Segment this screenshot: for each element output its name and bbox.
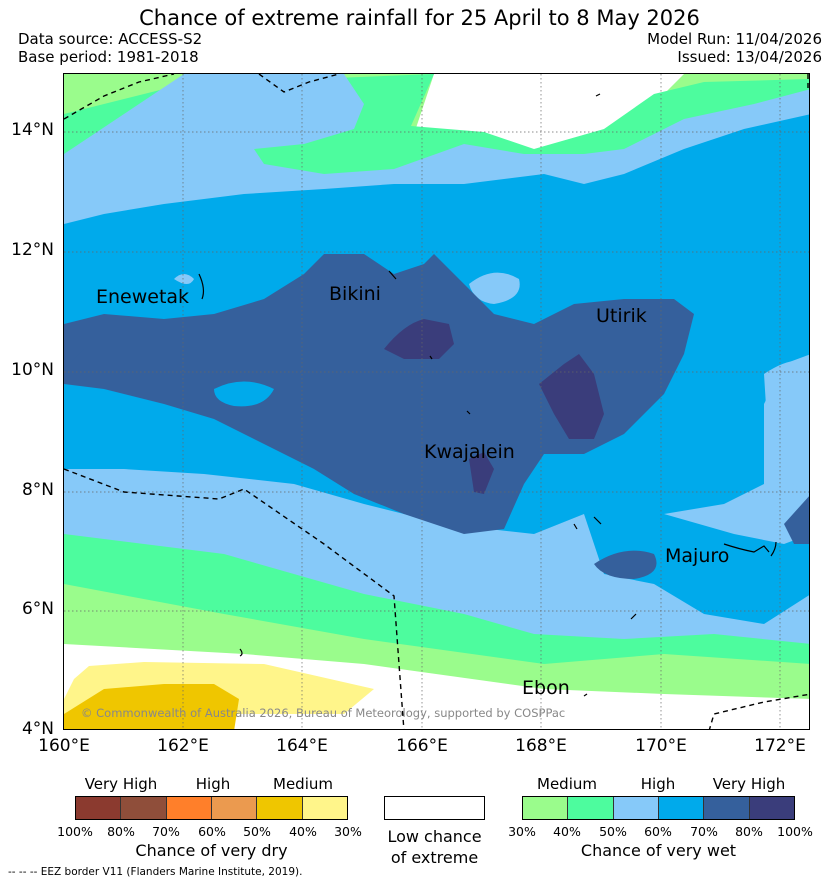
wet-50-60-patch: [469, 272, 520, 304]
place-label-bikini: Bikini: [329, 283, 381, 305]
atolls: [198, 93, 777, 697]
dry-swatch: [257, 797, 303, 819]
wet-80-100-patch: [469, 452, 494, 494]
dry-swatch: [76, 797, 122, 819]
map-canvas: [64, 74, 809, 729]
lat-tick-label: 12°N: [11, 240, 54, 260]
wet-swatch: [749, 797, 794, 819]
wet-swatch: [658, 797, 705, 819]
base-period-label: Base period: 1981-2018: [18, 48, 199, 66]
place-label-majuro: Majuro: [665, 545, 730, 567]
wet-tick: 60%: [644, 824, 672, 839]
dry-level-medium: Medium: [273, 775, 333, 793]
graticule: [64, 74, 809, 729]
dry-40-50-zone: [64, 684, 239, 729]
lon-tick-label: 168°E: [515, 736, 567, 756]
lon-tick-label: 160°E: [38, 736, 90, 756]
wet-tick: 100%: [777, 824, 813, 839]
wet-70-80-patch: [594, 550, 657, 579]
data-source-label: Data source: ACCESS-S2: [18, 30, 203, 48]
lon-tick-label: 170°E: [635, 736, 687, 756]
place-label-utirik: Utirik: [596, 305, 647, 327]
low-chance-swatch: [384, 796, 485, 820]
wet-tick: 40%: [553, 824, 581, 839]
lon-tick-label: 162°E: [157, 736, 209, 756]
wet-level-very-high: Very High: [712, 775, 786, 793]
dry-level-very-high: Very High: [84, 775, 158, 793]
dry-tick: 50%: [243, 824, 271, 839]
lon-tick-label: 166°E: [396, 736, 448, 756]
wet-swatch: [568, 797, 614, 819]
wet-tick: 50%: [599, 824, 627, 839]
dry-legend-caption: Chance of very dry: [135, 841, 288, 860]
dry-swatch: [211, 797, 258, 819]
lon-tick-label: 164°E: [276, 736, 328, 756]
wet-colorbar: [522, 796, 795, 820]
wet-tick: 70%: [690, 824, 718, 839]
dry-swatch: [302, 797, 347, 819]
wet-60-70-zone-south: [584, 514, 809, 624]
wet-tick: 80%: [735, 824, 763, 839]
place-label-kwajalein: Kwajalein: [424, 441, 515, 463]
copyright-notice: © Commonwealth of Australia 2026, Bureau…: [81, 706, 566, 720]
eez-footnote: -- -- -- EEZ border V11 (Flanders Marine…: [8, 866, 303, 878]
wet-swatch: [523, 797, 569, 819]
lon-tick-label: 172°E: [754, 736, 806, 756]
dry-tick: 100%: [57, 824, 93, 839]
wet-50-60-patch: [764, 360, 809, 494]
place-label-enewetak: Enewetak: [96, 286, 190, 308]
eez-border: [64, 74, 809, 729]
wet-tick: 30%: [508, 824, 536, 839]
wet-level-medium: Medium: [537, 775, 597, 793]
lat-tick-label: 4°N: [21, 719, 54, 739]
wet-swatch: [704, 797, 750, 819]
wet-80-100-patch: [539, 354, 604, 439]
low-chance-caption-line2: of extreme: [390, 848, 479, 867]
place-label-ebon: Ebon: [522, 677, 570, 699]
lat-tick-label: 14°N: [11, 120, 54, 140]
wet-70-80-patch: [784, 496, 809, 544]
wet-80-100-patch: [384, 319, 454, 359]
rainfall-map: [63, 73, 810, 730]
dry-swatch: [166, 797, 212, 819]
dry-tick: 30%: [334, 824, 362, 839]
wet-legend-caption: Chance of very wet: [580, 841, 737, 860]
issued-label: Issued: 13/04/2026: [677, 48, 822, 66]
wet-level-high: High: [640, 775, 676, 793]
dry-level-high: High: [195, 775, 231, 793]
model-run-label: Model Run: 11/04/2026: [647, 30, 822, 48]
wet-50-60-patch: [174, 274, 194, 284]
dry-tick: 60%: [198, 824, 226, 839]
wet-swatch: [613, 797, 659, 819]
dry-colorbar: [75, 796, 348, 820]
dry-tick: 70%: [152, 824, 180, 839]
dry-tick: 40%: [289, 824, 317, 839]
wet-70-80-patch: [64, 324, 84, 369]
lat-tick-label: 6°N: [21, 599, 54, 619]
lat-tick-label: 10°N: [11, 360, 54, 380]
wet-60-70-patch: [214, 381, 274, 407]
map-title: Chance of extreme rainfall for 25 April …: [139, 6, 700, 30]
wet-70-80-zone: [64, 254, 694, 534]
low-chance-caption-line1: Low chance: [387, 827, 482, 846]
lat-tick-label: 8°N: [21, 480, 54, 500]
dry-swatch: [121, 797, 167, 819]
dry-tick: 80%: [107, 824, 135, 839]
